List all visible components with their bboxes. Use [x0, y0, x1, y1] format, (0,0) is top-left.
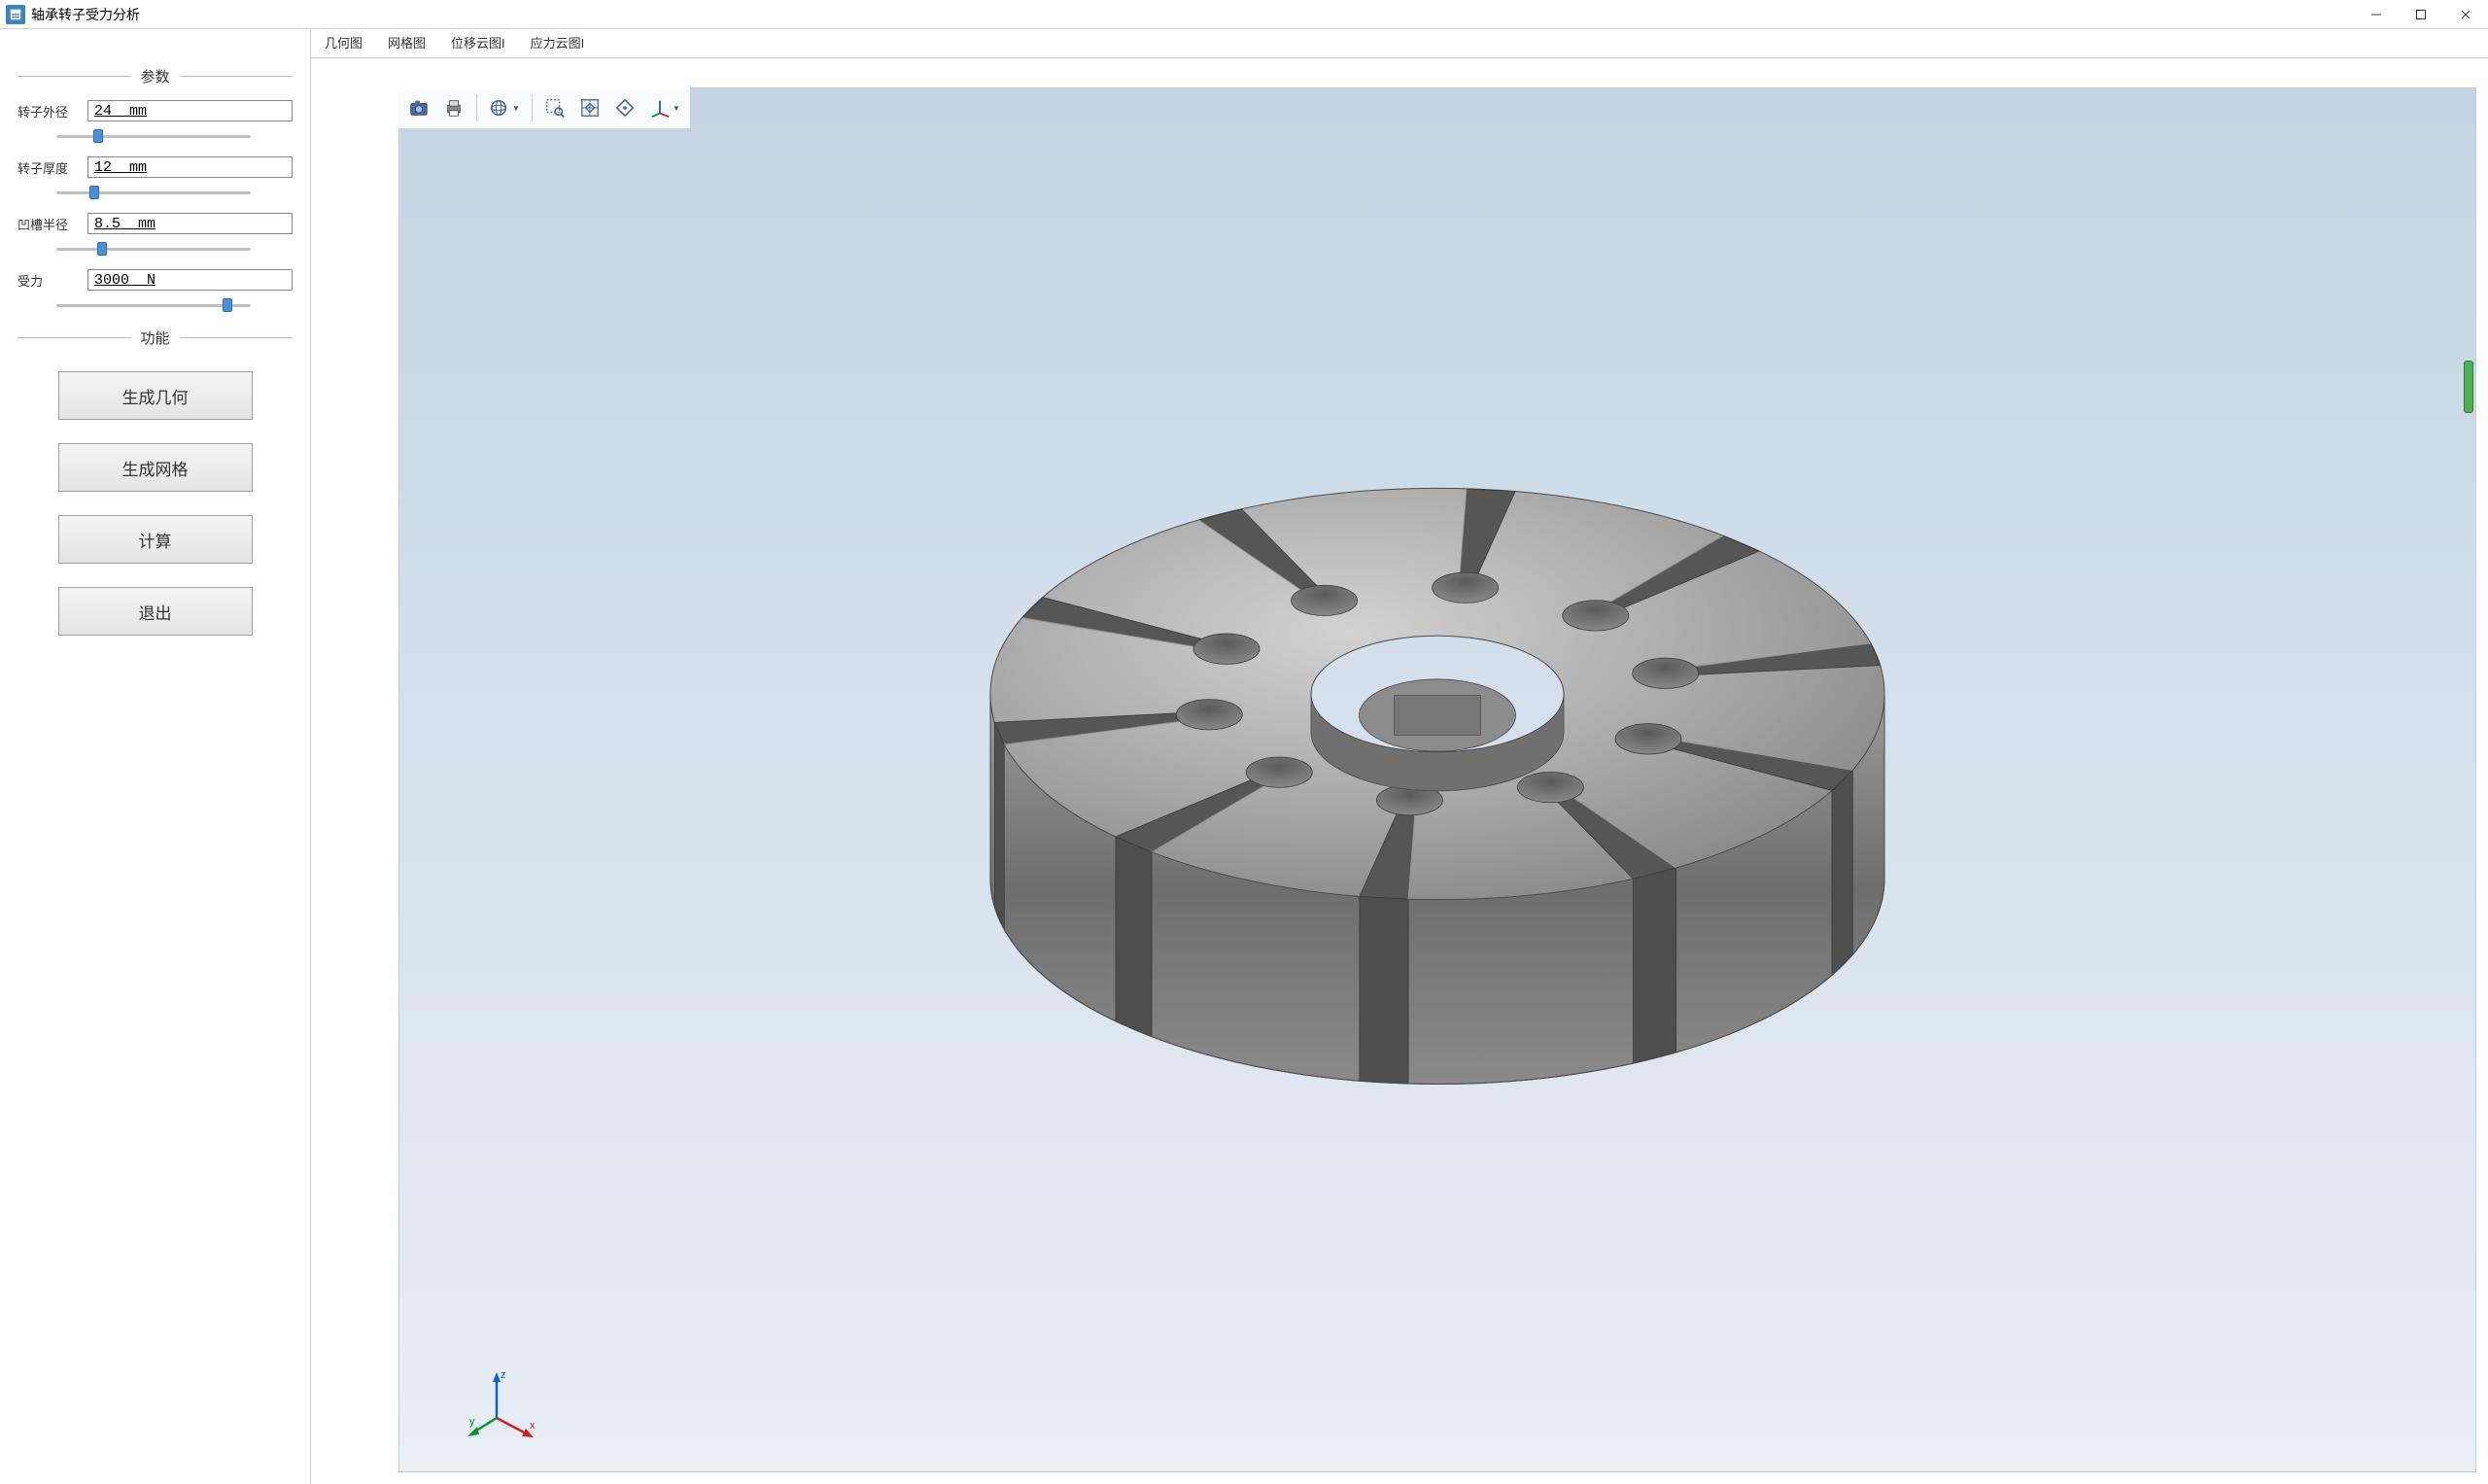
param-label: 受力 — [17, 271, 87, 290]
triad-z-label: z — [501, 1369, 506, 1381]
param-label: 凹槽半径 — [17, 215, 87, 233]
right-edge-handle[interactable] — [2464, 361, 2473, 413]
axes-dd-button[interactable]: ▼ — [643, 91, 686, 124]
param-slider[interactable] — [56, 247, 251, 251]
param-input[interactable] — [87, 100, 293, 121]
camera-button[interactable] — [402, 91, 435, 124]
maximize-button[interactable] — [2399, 0, 2443, 29]
close-button[interactable] — [2443, 0, 2488, 29]
param-slider[interactable] — [56, 134, 251, 138]
window-title: 轴承转子受力分析 — [31, 5, 140, 24]
param-slider[interactable] — [56, 190, 251, 194]
toolbar-separator — [476, 94, 477, 121]
axis-triad: z x y — [467, 1364, 545, 1442]
main-area: 几何图网格图位移云图I应力云图I ▼▼ — [311, 29, 2488, 1484]
action-button-1[interactable]: 生成网格 — [58, 443, 253, 492]
tabs: 几何图网格图位移云图I 应力云图I — [311, 29, 2488, 58]
param-label: 转子外径 — [17, 102, 87, 121]
sidebar: 参数 转子外径 转子厚度 凹槽半径 受力 功能 生成几何生成网格计算退出 — [0, 29, 311, 1484]
titlebar: 轴承转子受力分析 — [0, 0, 2488, 29]
param-row-3: 受力 — [17, 269, 293, 291]
param-row-1: 转子厚度 — [17, 156, 293, 178]
param-row-0: 转子外径 — [17, 100, 293, 121]
zoom-window-button[interactable] — [538, 91, 571, 124]
globe-dd-button[interactable]: ▼ — [483, 91, 526, 124]
app-icon — [6, 5, 25, 24]
param-slider[interactable] — [56, 303, 251, 307]
tab-0[interactable]: 几何图 — [319, 29, 368, 57]
param-row-2: 凹槽半径 — [17, 213, 293, 234]
minimize-button[interactable] — [2354, 0, 2399, 29]
action-button-3[interactable]: 退出 — [58, 587, 253, 636]
param-input[interactable] — [87, 213, 293, 234]
print-button[interactable] — [437, 91, 470, 124]
toolbar-separator — [532, 94, 533, 121]
3d-canvas[interactable]: z x y — [398, 87, 2476, 1472]
triad-x-label: x — [530, 1420, 536, 1432]
viewer-wrap: ▼▼ — [311, 58, 2488, 1484]
param-input[interactable] — [87, 156, 293, 178]
viewer-toolbar: ▼▼ — [398, 87, 690, 128]
group-header-params: 参数 — [17, 66, 293, 86]
diamond-button[interactable] — [608, 91, 641, 124]
group-params-label: 参数 — [131, 66, 180, 86]
param-label: 转子厚度 — [17, 158, 87, 177]
action-button-2[interactable]: 计算 — [58, 515, 253, 564]
tab-2[interactable]: 位移云图I — [445, 29, 511, 57]
fit-button[interactable] — [573, 91, 606, 124]
rotor-model — [927, 402, 1948, 1102]
group-actions-label: 功能 — [131, 328, 180, 348]
action-button-0[interactable]: 生成几何 — [58, 371, 253, 420]
tab-3[interactable]: 应力云图I — [525, 29, 591, 57]
group-header-actions: 功能 — [17, 328, 293, 348]
tab-1[interactable]: 网格图 — [382, 29, 432, 57]
triad-y-label: y — [469, 1416, 475, 1428]
param-input[interactable] — [87, 269, 293, 291]
